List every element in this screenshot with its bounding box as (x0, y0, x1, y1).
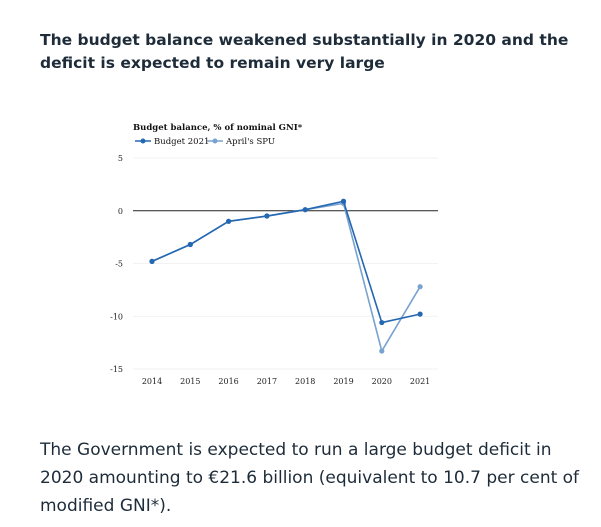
y-axis-ticks: 5 0 -5 -10 -15 (110, 154, 123, 374)
legend-marker-budget-2021 (140, 138, 146, 144)
x-tick-label: 2017 (257, 377, 277, 386)
x-tick-label: 2020 (372, 377, 392, 386)
x-tick-label: 2018 (295, 377, 315, 386)
data-point-budget-2021 (340, 198, 347, 204)
series-april-s-spu (149, 200, 423, 354)
x-tick-label: 2015 (180, 377, 200, 386)
data-point-budget-2021 (187, 241, 193, 248)
y-tick-label: -10 (110, 312, 123, 321)
x-tick-label: 2019 (333, 377, 353, 386)
y-tick-label: 0 (118, 207, 123, 216)
data-point-budget-2021 (379, 319, 385, 326)
series-budget-2021 (149, 198, 423, 326)
body-paragraph: The Government is expected to run a larg… (40, 440, 580, 516)
data-point-budget-2021 (417, 311, 423, 317)
series-line-april-s-spu (151, 202, 421, 352)
legend-label-budget-2021: Budget 2021 (154, 137, 209, 147)
series (149, 198, 423, 354)
data-point-budget-2021 (226, 218, 232, 224)
data-point-budget-2021 (302, 207, 308, 213)
y-tick-label: -15 (110, 365, 123, 374)
y-tick-label: -5 (115, 260, 123, 269)
y-tick-label: 5 (118, 154, 123, 163)
legend-item-aprils-spu[interactable]: April's SPU (207, 137, 275, 147)
x-tick-label: 2021 (410, 377, 430, 386)
legend-label-aprils-spu: April's SPU (225, 137, 275, 147)
headline: The budget balance weakened substantiall… (40, 31, 569, 72)
data-point-budget-2021 (149, 258, 155, 264)
data-point-april-s-spu (379, 348, 385, 354)
gridlines (133, 157, 438, 370)
chart-title: Budget balance, % of nominal GNI* (133, 123, 303, 133)
x-axis-ticks: 2014 2015 2016 2017 2018 2019 2020 2021 (142, 377, 430, 386)
data-point-budget-2021 (264, 213, 270, 219)
legend-marker-aprils-spu (212, 138, 218, 144)
x-tick-label: 2016 (218, 377, 238, 386)
data-point-april-s-spu (417, 284, 423, 290)
x-tick-label: 2014 (142, 377, 162, 386)
legend-item-budget-2021[interactable]: Budget 2021 (135, 137, 209, 147)
legend: Budget 2021 April's SPU (135, 137, 275, 147)
series-line-budget-2021 (151, 200, 421, 324)
